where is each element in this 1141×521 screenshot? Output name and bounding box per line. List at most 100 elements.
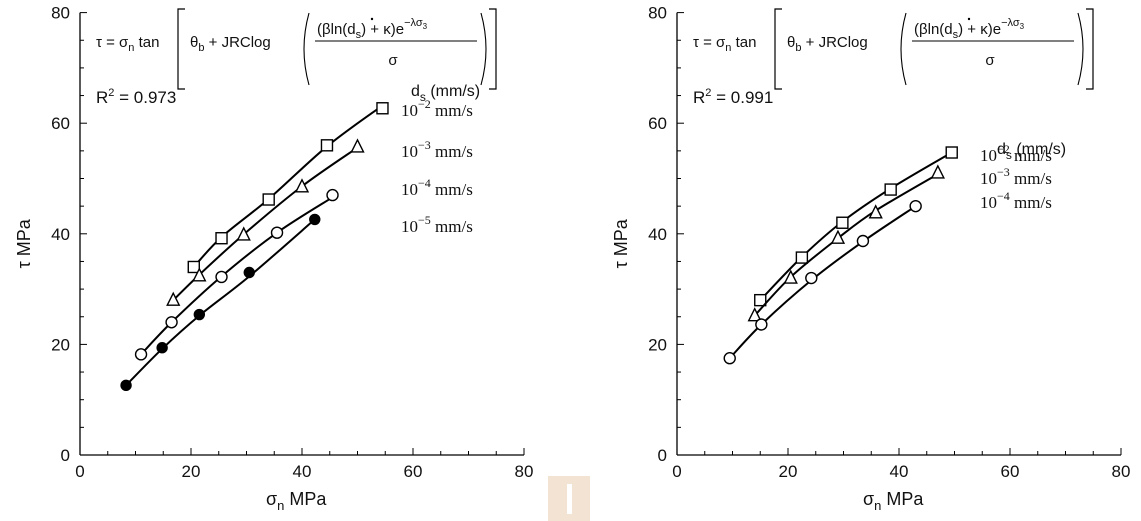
equation-left-bracket [774,8,782,90]
legend-item-4: 10−5 mm/s [401,213,473,236]
filled-circle-marker-5 [309,213,321,226]
triangle-marker-3 [830,229,846,244]
legend-item-3: 10−4 mm/s [401,176,473,199]
x-tick-label: 0 [672,462,681,481]
equation-theta: θb + JRClog [190,34,271,54]
square-marker-4 [884,183,897,196]
circle-marker-3 [215,270,228,284]
circle-marker-3 [805,271,818,285]
legend-item-3: 10−4 mm/s [980,189,1052,212]
equation-dot [967,17,971,21]
series-line-3 [140,196,334,356]
triangle-marker-4 [868,204,883,219]
y-tick-label: 0 [658,446,667,465]
circle-marker-1 [723,352,736,365]
x-tick-label: 60 [1001,462,1020,481]
circle-marker-2 [165,316,178,329]
y-tick-label: 80 [648,4,667,23]
y-tick-label: 20 [648,335,667,354]
triangle-marker-3 [236,226,251,241]
filled-circle-marker-3 [193,308,206,321]
chart-panel-1: 0 20 40 60 80 0 20 40 60 80 σn MPa τ MPa τ = σn tan θ… [14,4,533,513]
y-tick-label: 0 [61,446,70,465]
equation-left-bracket [177,8,185,90]
circle-marker-2 [755,318,768,331]
equation-denominator: σ [388,52,398,69]
equation-block: τ = σn tan θb + JRClog (βln(ds) + κ)e−λσ3 σ [96,8,497,90]
triangle-marker-5 [350,138,365,153]
circle-marker-4 [856,234,870,248]
watermark-bar [548,476,590,521]
triangle-marker-2 [192,267,207,282]
r-squared-label: R2 = 0.991 [693,87,773,107]
series-line-2 [753,173,939,317]
triangle-marker-1 [747,307,762,322]
equation-right-bracket [1086,8,1094,90]
square-marker-3 [836,216,849,229]
series-2 [747,164,945,322]
legend-title: ds (mm/s) [411,83,480,104]
square-marker-3 [262,193,275,206]
square-marker-5 [945,146,958,159]
legend-item-2: 10−3 mm/s [401,138,473,161]
series-3 [134,188,339,361]
triangle-marker-4 [294,178,310,193]
square-marker-1 [754,293,767,307]
legend-title: ds (mm/s) [997,141,1066,162]
circle-marker-1 [134,348,148,361]
circle-marker-5 [909,199,922,213]
y-tick-label: 60 [51,114,70,133]
x-axis-title: σn MPa [266,489,327,513]
x-tick-label: 40 [293,462,312,481]
filled-circle-marker-4 [243,266,255,279]
y-tick-label: 40 [648,225,667,244]
legend-item-1: 10−2 mm/s [980,142,1052,165]
series-3 [723,199,922,365]
x-axis-title: σn MPa [863,489,924,513]
x-tick-label: 60 [404,462,423,481]
equation-left-paren [900,12,907,86]
y-tick-label: 80 [51,4,70,23]
triangle-marker-1 [166,291,181,306]
circle-marker-5 [326,188,339,202]
square-marker-2 [795,251,809,264]
circle-marker-4 [270,226,284,239]
triangle-marker-2 [783,269,798,284]
equation-numerator: (βln(ds) + κ)e−λσ3 [317,17,428,41]
legend-item-2: 10−3 mm/s [980,165,1052,188]
equation-block: τ = σn tan θb + JRClog (βln(ds) + κ)e−λσ3 σ [693,8,1094,90]
series-1 [754,146,958,307]
equation-right-paren [480,12,487,86]
equation-lhs: τ = σn tan [693,34,756,54]
series-line-3 [728,205,917,359]
y-tick-label: 20 [51,335,70,354]
equation-right-paren [1077,12,1084,86]
x-tick-label: 80 [1112,462,1131,481]
filled-circle-marker-2 [156,342,168,354]
equation-right-bracket [489,8,497,90]
series-2 [166,138,365,306]
series-4 [120,213,321,392]
equation-denominator: σ [985,52,995,69]
series-1 [187,102,389,274]
legend-item-1: 10−2 mm/s [401,97,473,120]
y-tick-label: 60 [648,114,667,133]
triangle-marker-5 [930,164,945,179]
square-marker-5 [376,102,389,115]
x-tick-label: 20 [182,462,201,481]
y-tick-label: 40 [51,225,70,244]
x-tick-label: 40 [890,462,909,481]
y-axis-title: τ MPa [14,218,34,268]
equation-theta: θb + JRClog [787,34,868,54]
equation-lhs: τ = σn tan [96,34,159,54]
x-tick-label: 0 [75,462,84,481]
x-tick-label: 80 [515,462,534,481]
equation-numerator: (βln(ds) + κ)e−λσ3 [914,17,1025,41]
y-axis-title: τ MPa [611,218,631,268]
chart-panel-2: 0 20 40 60 80 0 20 40 60 80 σn MPa τ MPa τ = σn tan θ… [611,4,1130,513]
x-tick-label: 20 [779,462,798,481]
square-marker-1 [187,260,200,274]
filled-circle-marker-1 [120,379,132,392]
square-marker-4 [320,139,334,152]
